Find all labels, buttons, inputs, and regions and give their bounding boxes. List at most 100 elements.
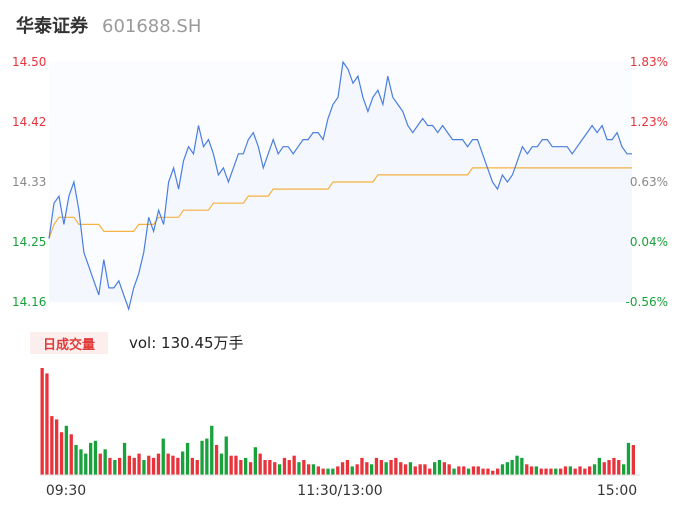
volume-bar — [505, 462, 509, 475]
y-right-tick-label: 0.04% — [630, 235, 668, 249]
volume-bar — [384, 462, 388, 475]
volume-bar — [413, 466, 417, 475]
volume-bar — [428, 468, 432, 475]
volume-tab[interactable]: 日成交量 — [30, 332, 108, 354]
volume-bar — [336, 466, 340, 475]
volume-bar — [510, 460, 514, 475]
volume-bar — [219, 453, 224, 475]
volume-bar — [592, 464, 597, 475]
volume-bar — [350, 466, 354, 475]
volume-bar — [437, 460, 442, 475]
volume-bar — [568, 466, 572, 475]
volume-bar — [408, 462, 413, 475]
x-tick-label: 15:00 — [597, 483, 637, 499]
y-right-tick-label: 0.63% — [630, 175, 668, 189]
volume-bar — [239, 460, 243, 475]
volume-bar — [578, 466, 582, 475]
volume-bar — [539, 468, 543, 475]
volume-bar — [210, 425, 214, 475]
volume-bar — [156, 453, 161, 475]
price-line — [48, 60, 632, 312]
volume-bar — [181, 451, 185, 475]
volume-bar — [466, 468, 471, 475]
volume-bar — [59, 432, 64, 475]
y-tick-label: 14.33 — [12, 175, 46, 189]
volume-bar — [89, 442, 93, 475]
volume-bar — [520, 457, 524, 475]
y-axis-left: 14.50 14.42 14.33 14.25 14.16 — [12, 55, 46, 309]
volume-bar — [379, 460, 383, 475]
volume-bar — [311, 464, 316, 475]
volume-bar — [205, 438, 209, 475]
volume-bar — [79, 449, 83, 475]
volume-bar — [370, 464, 374, 475]
volume-bar — [253, 447, 257, 475]
volume-bar — [622, 464, 626, 475]
volume-bar — [549, 468, 553, 475]
volume-bar — [297, 462, 301, 475]
volume-bar — [287, 460, 291, 475]
y-tick-label: 14.25 — [12, 235, 46, 249]
volume-bar — [176, 457, 180, 475]
volume-bar — [185, 442, 190, 475]
volume-bar — [229, 455, 233, 475]
volume-bar — [69, 434, 73, 475]
y-right-tick-label: 1.23% — [630, 115, 668, 129]
volume-summary: vol: 130.45万手 — [129, 334, 244, 352]
volume-bar — [132, 457, 136, 475]
y-tick-label: 14.42 — [12, 115, 46, 129]
price-area — [49, 62, 632, 310]
volume-bar — [244, 457, 248, 475]
volume-bar — [55, 419, 59, 475]
volume-bar — [98, 453, 102, 475]
volume-bar — [307, 464, 311, 475]
volume-bar — [559, 468, 563, 475]
volume-bar — [277, 464, 282, 475]
volume-bar — [374, 457, 379, 475]
volume-bar — [302, 460, 306, 475]
volume-bar — [612, 457, 616, 475]
volume-bar — [563, 466, 568, 475]
volume-bar — [394, 457, 398, 475]
volume-bar — [93, 440, 98, 475]
average-price-line — [48, 167, 632, 239]
y-axis-right-percent: 1.83% 1.23% 0.63% 0.04% -0.56% — [626, 55, 668, 309]
volume-bar — [268, 460, 272, 475]
volume-bar — [631, 445, 635, 475]
volume-bar — [515, 455, 519, 475]
volume-bar — [103, 449, 107, 475]
volume-bar — [316, 466, 320, 475]
stock-code: 601688.SH — [102, 16, 202, 37]
x-axis-times: 09:30 11:30/13:00 15:00 — [46, 483, 637, 499]
volume-bar — [108, 457, 112, 475]
volume-bar — [248, 462, 253, 475]
volume-bar — [365, 462, 369, 475]
volume-bar — [423, 464, 427, 475]
x-tick-label: 09:30 — [46, 483, 86, 499]
volume-bar — [403, 464, 408, 475]
volume-bar — [486, 468, 490, 475]
volume-bar — [161, 438, 165, 475]
volume-bar — [142, 460, 146, 475]
volume-bar — [452, 468, 456, 475]
volume-bar — [355, 464, 359, 475]
volume-bar — [433, 462, 437, 475]
volume-bar — [282, 457, 287, 475]
volume-bar — [50, 416, 54, 475]
volume-bar — [626, 442, 631, 475]
volume-bar — [340, 462, 345, 475]
volume-bar — [544, 468, 548, 475]
volume-bar — [321, 468, 325, 475]
stock-name: 华泰证券 — [16, 16, 88, 37]
volume-bar — [84, 453, 88, 475]
volume-bar — [326, 468, 330, 475]
volume-bar — [496, 468, 500, 475]
volume-bar — [617, 460, 621, 475]
volume-bar — [200, 440, 204, 475]
volume-bar — [597, 457, 601, 475]
volume-bar — [234, 455, 238, 475]
y-tick-label: 14.16 — [12, 295, 46, 309]
volume-bar — [292, 455, 296, 475]
volume-bar — [481, 468, 485, 475]
